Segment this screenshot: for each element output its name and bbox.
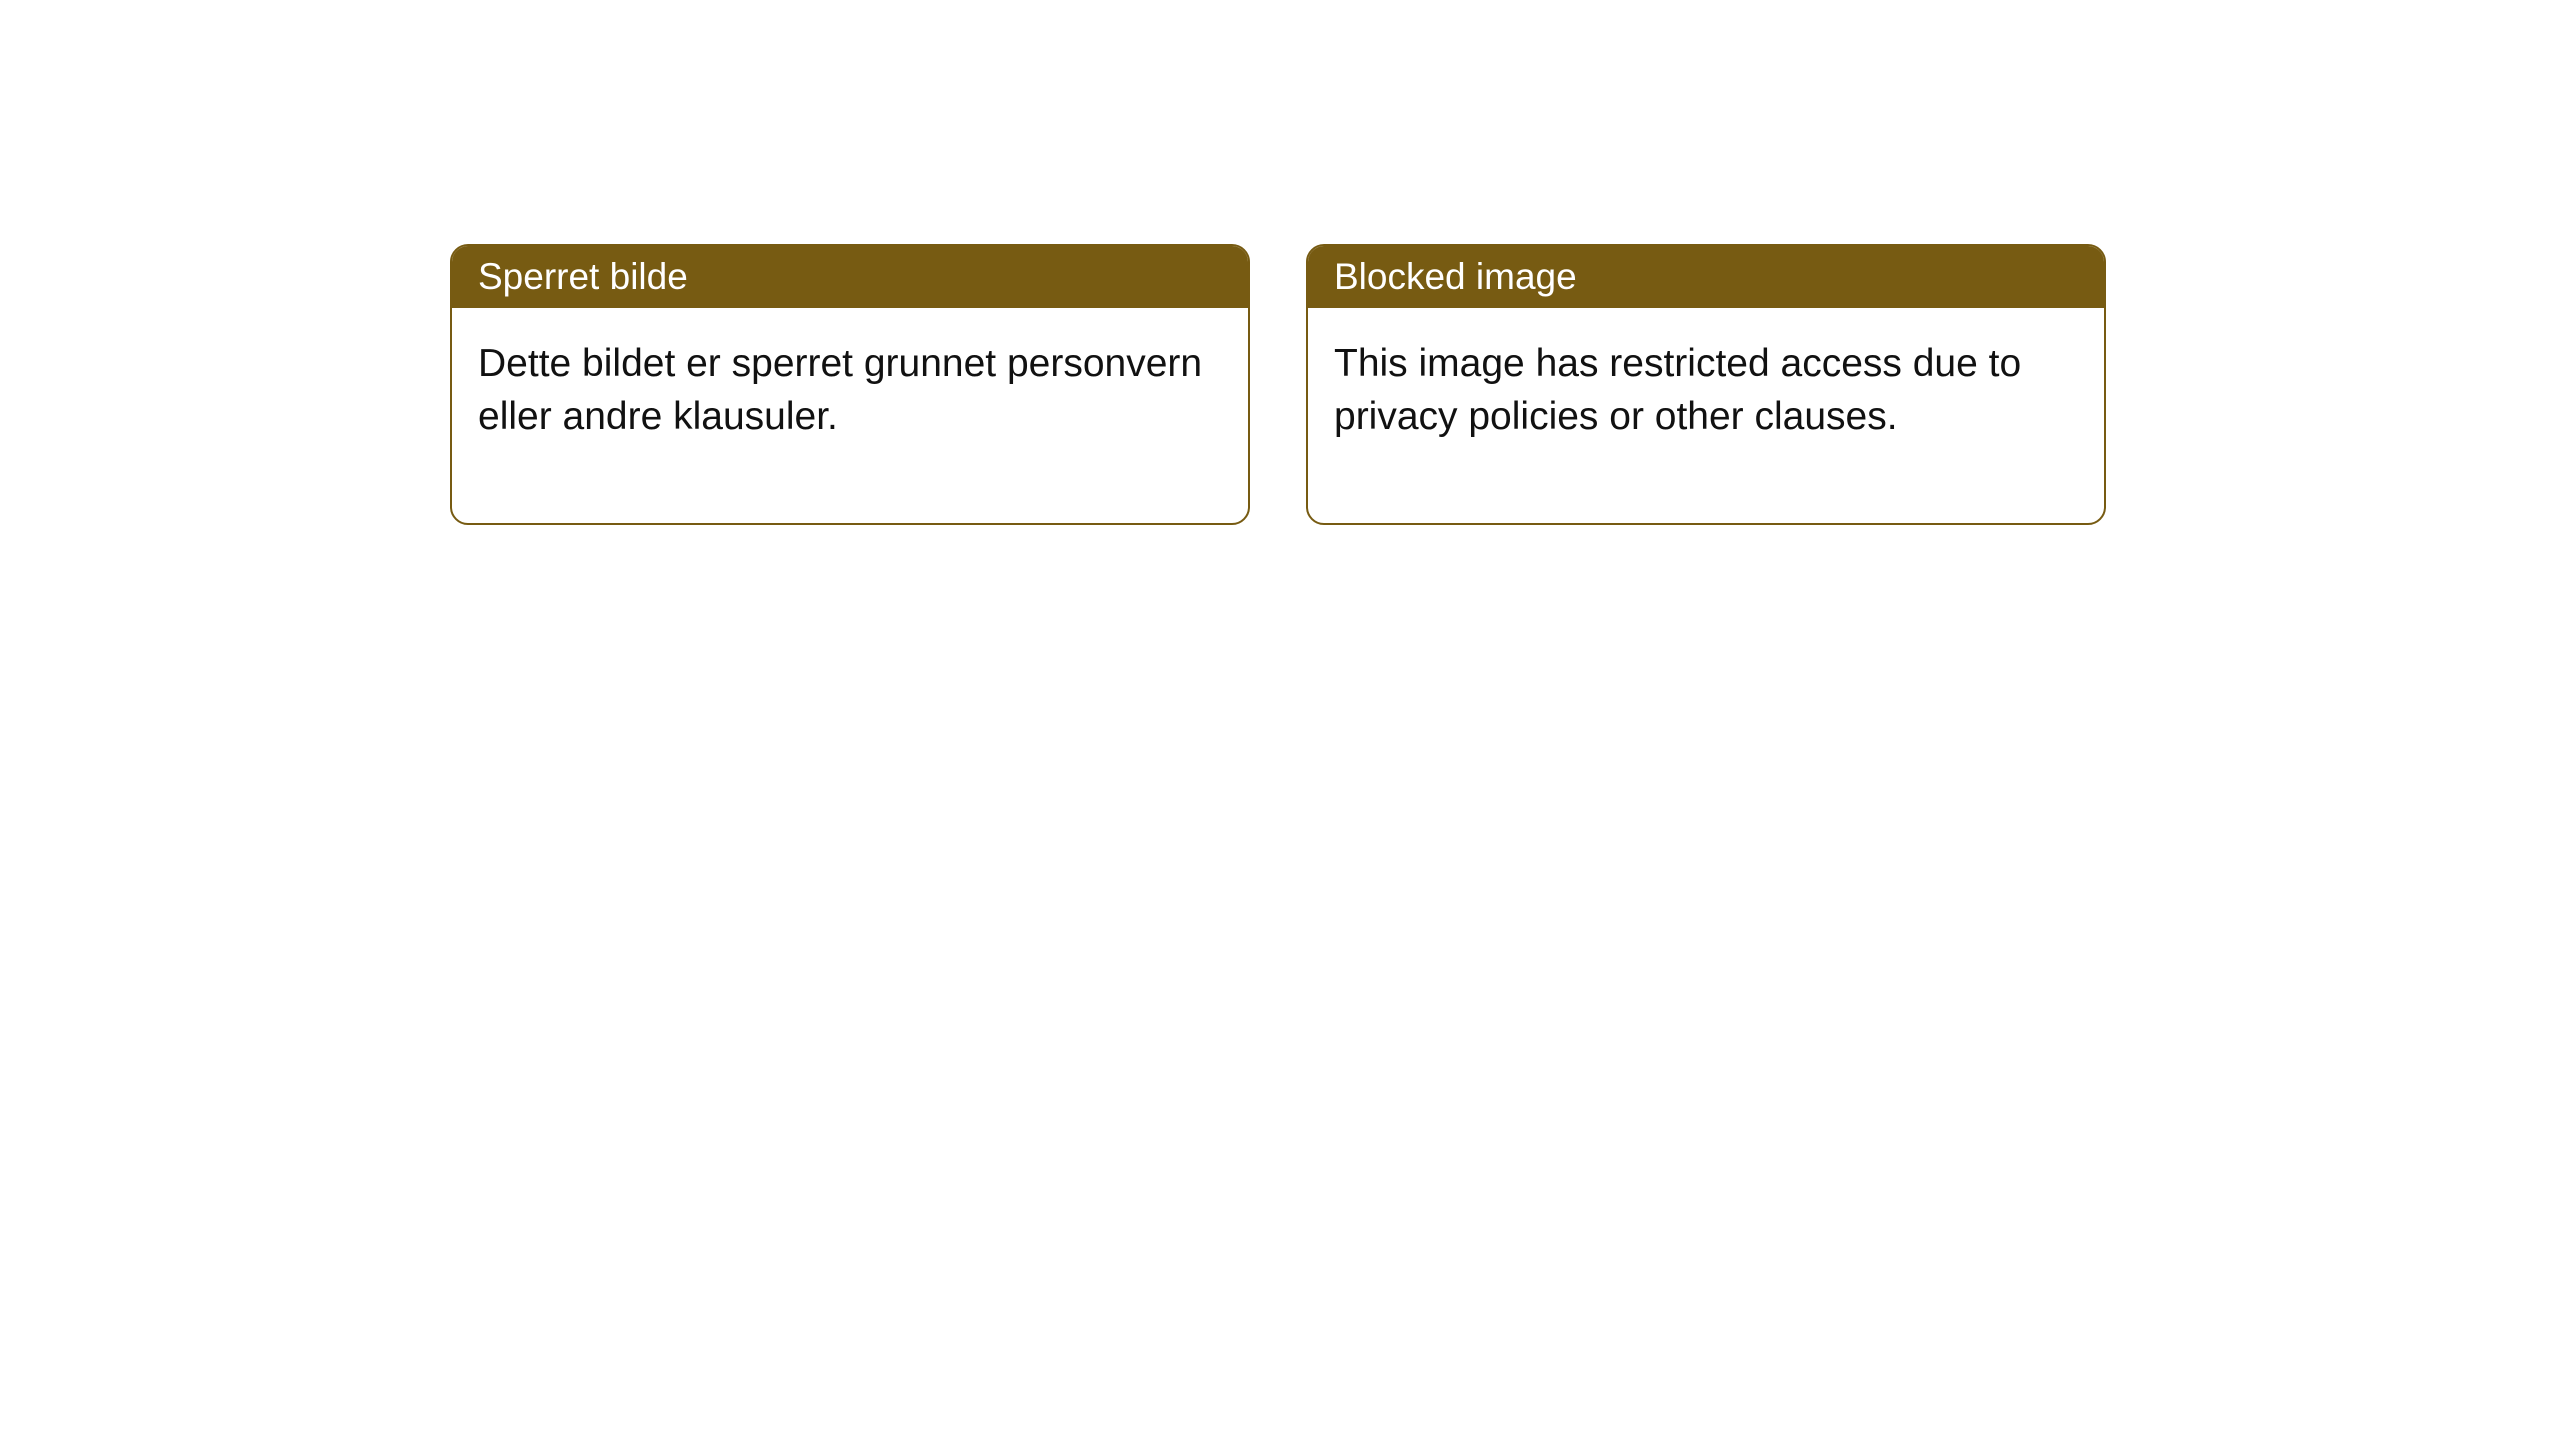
notice-card-title: Sperret bilde bbox=[452, 246, 1248, 308]
notice-card-english: Blocked image This image has restricted … bbox=[1306, 244, 2106, 525]
notice-card-body: Dette bildet er sperret grunnet personve… bbox=[452, 308, 1248, 523]
notice-card-title: Blocked image bbox=[1308, 246, 2104, 308]
notice-card-norwegian: Sperret bilde Dette bildet er sperret gr… bbox=[450, 244, 1250, 525]
notice-card-body: This image has restricted access due to … bbox=[1308, 308, 2104, 523]
notice-cards-row: Sperret bilde Dette bildet er sperret gr… bbox=[450, 244, 2106, 525]
